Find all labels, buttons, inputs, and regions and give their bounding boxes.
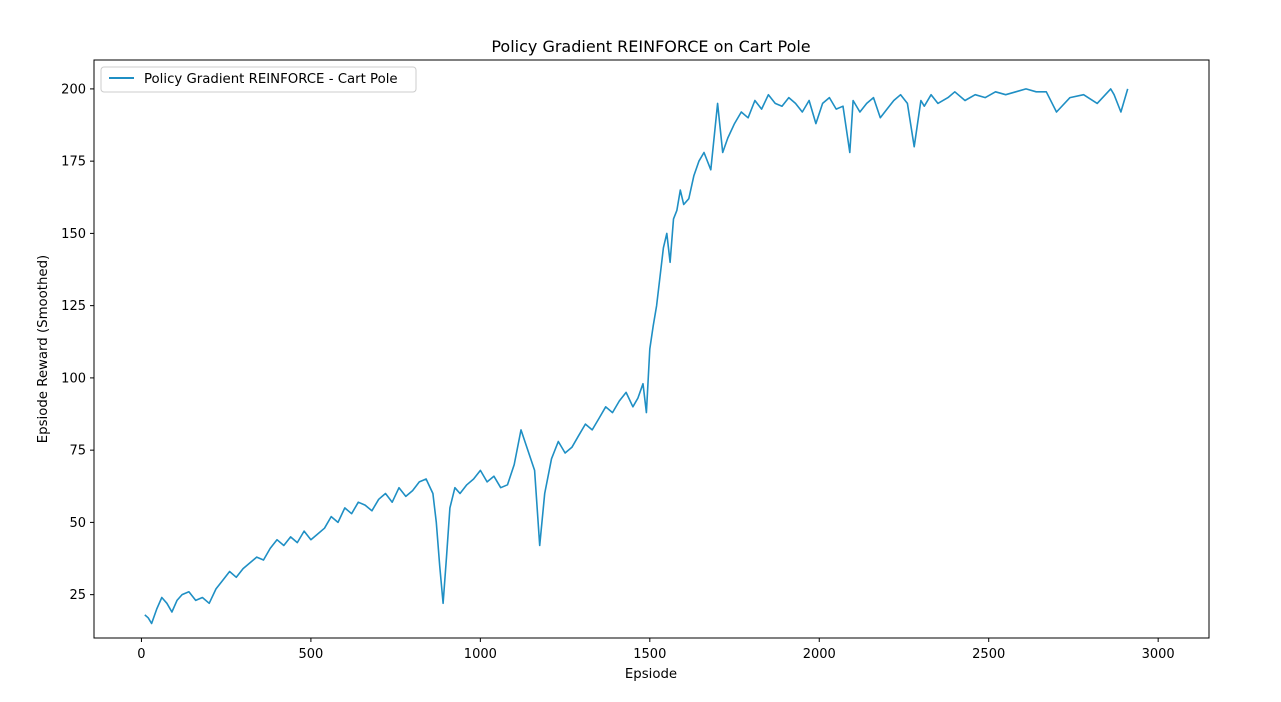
y-tick-label: 50 <box>69 516 86 531</box>
y-tick-label: 125 <box>61 299 86 314</box>
x-tick-label: 2000 <box>803 647 836 662</box>
series-line-0 <box>144 88 1129 625</box>
legend-box <box>100 66 417 93</box>
x-tick-label: 1500 <box>633 647 666 662</box>
x-tick-label: 500 <box>298 647 323 662</box>
y-axis-label: Epsiode Reward (Smoothed) <box>36 255 51 444</box>
y-tick-label: 75 <box>69 444 86 459</box>
y-tick-label: 100 <box>61 371 86 386</box>
y-tick-label: 200 <box>61 82 86 97</box>
plot-area <box>94 60 1209 638</box>
x-tick-label: 2500 <box>972 647 1005 662</box>
x-axis: 0 500 1000 1500 2000 2500 3000 <box>137 638 1175 662</box>
x-tick-label: 3000 <box>1142 647 1175 662</box>
y-tick-label: 25 <box>69 588 86 603</box>
y-axis: 25 50 75 100 125 150 175 200 <box>61 82 94 603</box>
y-tick-label: 175 <box>61 155 86 170</box>
legend-entry-label: Policy Gradient REINFORCE - Cart Pole <box>144 72 398 87</box>
plot-frame <box>93 59 1210 639</box>
y-tick-label: 150 <box>61 227 86 242</box>
series-layer <box>144 88 1129 625</box>
chart-title: Policy Gradient REINFORCE on Cart Pole <box>491 37 810 56</box>
x-axis-label: Epsiode <box>625 667 677 682</box>
x-tick-label: 0 <box>137 647 145 662</box>
x-tick-label: 1000 <box>464 647 497 662</box>
legend: Policy Gradient REINFORCE - Cart Pole <box>100 66 417 93</box>
